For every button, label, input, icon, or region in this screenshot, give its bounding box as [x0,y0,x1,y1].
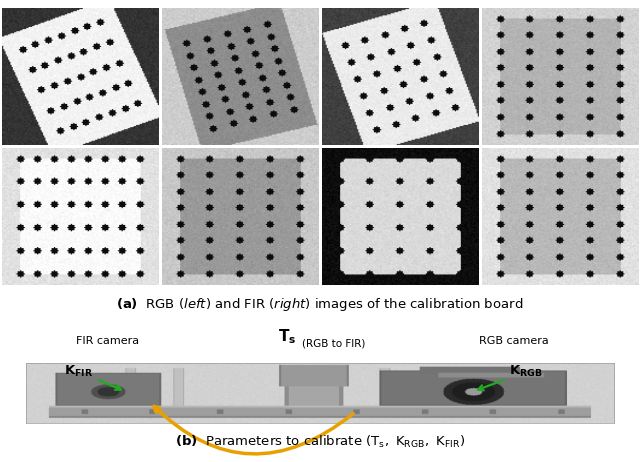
Text: $\mathbf{K_{RGB}}$: $\mathbf{K_{RGB}}$ [478,364,543,390]
Text: $\mathbf{T_s}$: $\mathbf{T_s}$ [278,327,296,346]
Text: $\mathbf{(a)}$  RGB ($\mathit{left}$) and FIR ($\mathit{right}$) images of the c: $\mathbf{(a)}$ RGB ($\mathit{left}$) and… [116,296,524,313]
Text: $\mathbf{(b)}$  Parameters to calibrate ($\mathrm{T_s,\ K_{RGB},\ K_{FIR}}$): $\mathbf{(b)}$ Parameters to calibrate (… [175,433,465,450]
Text: RGB camera: RGB camera [479,336,549,346]
Text: FIR camera: FIR camera [76,336,140,346]
Text: (RGB to FIR): (RGB to FIR) [302,338,365,348]
Text: $\mathbf{K_{FIR}}$: $\mathbf{K_{FIR}}$ [64,364,121,390]
